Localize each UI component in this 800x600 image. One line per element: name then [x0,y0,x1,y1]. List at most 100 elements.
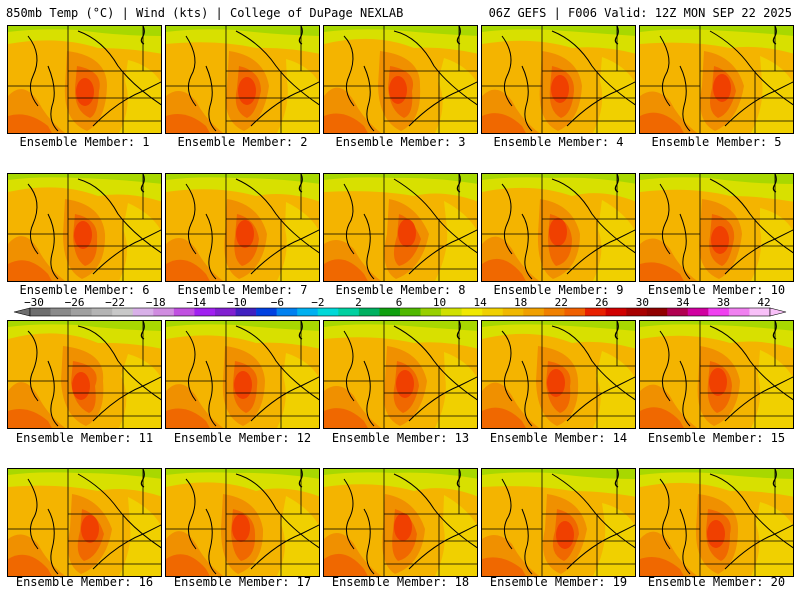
ensemble-map-panel [165,468,320,577]
ensemble-member-caption: Ensemble Member: 19 [489,575,628,589]
colorbar-segment [50,308,72,316]
colorbar-right-arrow [769,307,787,317]
ensemble-member-caption: Ensemble Member: 7 [177,283,308,297]
temperature-map [640,174,793,281]
colorbar-segment [605,308,627,316]
temperature-map [166,26,319,133]
colorbar-segment [441,308,462,316]
colorbar-tick-label: 18 [514,297,527,309]
colorbar-segment [235,308,257,316]
temperature-map [324,174,477,281]
temperature-colorbar: −30 −26 −22 −18 −14 −10 −6 −2 2 6 10 14 18 22 26 30 34 38… [13,297,787,317]
ensemble-map-panel [323,320,478,429]
temperature-map [166,174,319,281]
temperature-map [8,26,161,133]
colorbar-segment [708,308,730,316]
colorbar-segment [646,308,668,316]
colorbar-tick-label: −30 [24,297,44,309]
ensemble-member-caption: Ensemble Member: 14 [489,431,628,445]
model-run-info: 06Z GEFS | F006 Valid: 12Z MON SEP 22 20… [488,6,792,20]
colorbar-segment [687,308,709,316]
colorbar-segment [112,308,134,316]
ensemble-map-panel [481,25,636,134]
colorbar-tick-label: 42 [757,297,770,309]
colorbar-segment [523,308,545,316]
colorbar-segment [215,308,236,316]
colorbar-tick-label: −18 [146,297,166,309]
ensemble-map-panel [481,320,636,429]
chart-title: 850mb Temp (°C) | Wind (kts) | College o… [6,6,404,20]
temperature-map [8,174,161,281]
temperature-map [324,321,477,428]
colorbar-tick-label: 38 [717,297,730,309]
colorbar-tick-label: −14 [186,297,206,309]
ensemble-member-caption: Ensemble Member: 1 [19,135,150,149]
ensemble-map-panel [639,25,794,134]
ensemble-member-caption: Ensemble Member: 13 [331,431,470,445]
ensemble-map-panel [165,173,320,282]
colorbar-segment [502,308,524,316]
colorbar-tick-label: 14 [473,297,487,309]
colorbar-segment [626,308,647,316]
colorbar-segment [71,308,92,316]
colorbar-tick-label: −10 [227,297,247,309]
ensemble-member-caption: Ensemble Member: 15 [647,431,786,445]
temperature-map [640,26,793,133]
ensemble-member-caption: Ensemble Member: 11 [15,431,154,445]
colorbar-segment [297,308,319,316]
colorbar-segment [543,308,565,316]
temperature-map [166,321,319,428]
temperature-map [324,26,477,133]
colorbar-segment [400,308,421,316]
colorbar-segment [564,308,586,316]
ensemble-map-panel [323,468,478,577]
colorbar-segment [358,308,380,316]
temperature-map [482,26,635,133]
temperature-map [8,321,161,428]
colorbar-tick-label: 22 [555,297,568,309]
colorbar-segment [461,308,483,316]
ensemble-member-caption: Ensemble Member: 12 [173,431,312,445]
ensemble-member-caption: Ensemble Member: 3 [335,135,466,149]
colorbar-tick-label: 34 [676,297,690,309]
colorbar-tick-label: 6 [396,297,403,309]
temperature-map [482,321,635,428]
colorbar-segment [194,308,216,316]
temperature-map [640,321,793,428]
ensemble-member-caption: Ensemble Member: 16 [15,575,154,589]
ensemble-member-caption: Ensemble Member: 20 [647,575,786,589]
ensemble-member-caption: Ensemble Member: 18 [331,575,470,589]
colorbar-segment [276,308,298,316]
ensemble-member-caption: Ensemble Member: 5 [651,135,782,149]
colorbar-tick-label: 26 [595,297,608,309]
colorbar-segment [420,308,442,316]
ensemble-member-caption: Ensemble Member: 2 [177,135,308,149]
temperature-map [324,469,477,576]
temperature-map [8,469,161,576]
colorbar-left-arrow [13,307,31,317]
colorbar-segment [153,308,175,316]
ensemble-member-caption: Ensemble Member: 8 [335,283,466,297]
colorbar-segment [482,308,504,316]
colorbar-segment [338,308,360,316]
colorbar-segment [173,308,195,316]
colorbar-tick-label: −26 [65,297,85,309]
ensemble-map-panel [165,25,320,134]
ensemble-member-caption: Ensemble Member: 10 [647,283,786,297]
ensemble-member-caption: Ensemble Member: 4 [493,135,624,149]
ensemble-member-caption: Ensemble Member: 17 [173,575,312,589]
colorbar-tick-label: 30 [636,297,649,309]
ensemble-map-panel [639,468,794,577]
ensemble-map-panel [323,25,478,134]
ensemble-member-caption: Ensemble Member: 6 [19,283,150,297]
ensemble-map-panel [639,173,794,282]
colorbar-tick-label: −2 [311,297,324,309]
colorbar-segment [728,308,750,316]
ensemble-map-panel [481,173,636,282]
colorbar-segment [30,308,51,316]
colorbar-tick-label: −22 [105,297,125,309]
colorbar-segment [317,308,339,316]
ensemble-map-panel [7,173,162,282]
colorbar-segment [749,308,771,316]
ensemble-map-panel [7,25,162,134]
